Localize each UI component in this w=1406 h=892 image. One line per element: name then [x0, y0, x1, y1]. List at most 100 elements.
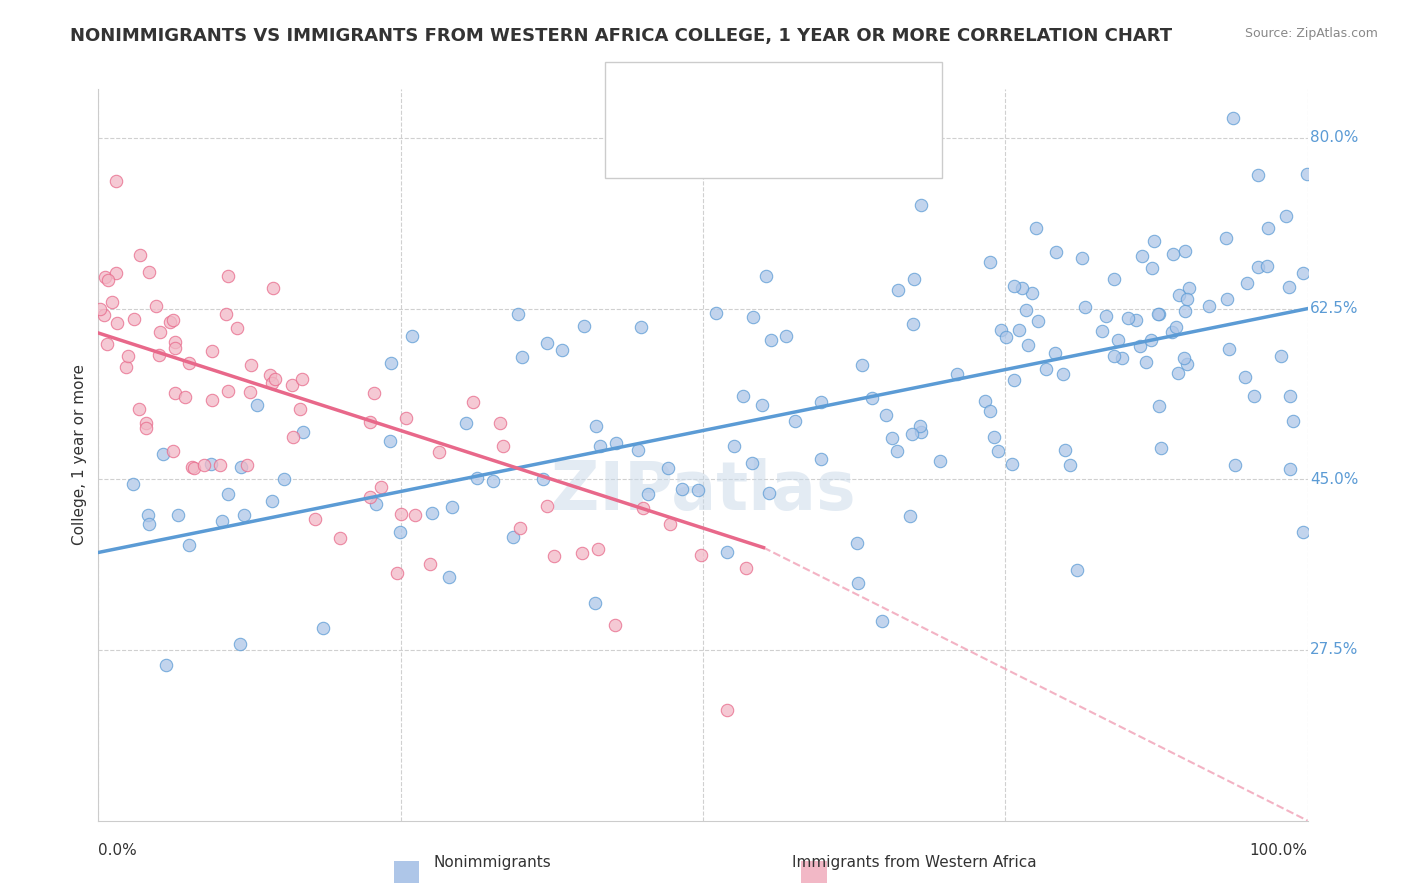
Point	[1167, 366, 1189, 380]
Point	[536, 499, 558, 513]
Point	[783, 414, 806, 428]
Point	[1125, 313, 1147, 327]
Point	[1149, 307, 1171, 321]
Point	[1147, 399, 1170, 413]
Point	[572, 319, 595, 334]
Point	[117, 349, 139, 363]
Point	[100, 295, 122, 310]
Point	[174, 390, 197, 404]
Point	[686, 483, 709, 497]
Point	[401, 329, 423, 343]
Point	[589, 439, 612, 453]
Point	[1223, 458, 1246, 473]
Point	[741, 456, 763, 470]
Point	[1107, 334, 1129, 348]
Point	[262, 494, 284, 508]
Point	[312, 621, 335, 635]
Point	[671, 482, 693, 496]
Point	[1175, 357, 1198, 371]
Point	[1130, 249, 1153, 263]
Text: 0.539: 0.539	[706, 85, 758, 103]
Text: 27.5%: 27.5%	[1310, 642, 1358, 657]
Point	[928, 453, 950, 467]
Point	[1001, 457, 1024, 471]
Text: Source: ZipAtlas.com: Source: ZipAtlas.com	[1244, 27, 1378, 40]
Point	[759, 334, 782, 348]
Point	[531, 472, 554, 486]
Point	[481, 474, 503, 488]
Point	[193, 458, 215, 473]
Point	[136, 508, 159, 522]
Point	[359, 415, 381, 429]
Point	[304, 512, 326, 526]
Point	[1043, 346, 1066, 360]
Point	[135, 421, 157, 435]
Point	[1066, 563, 1088, 577]
Point	[1071, 251, 1094, 265]
Point	[974, 393, 997, 408]
Point	[419, 557, 441, 571]
Text: 62.5%: 62.5%	[1310, 301, 1358, 316]
Point	[404, 508, 426, 522]
Point	[96, 336, 118, 351]
Point	[165, 386, 187, 401]
Point	[454, 416, 477, 430]
Point	[259, 368, 281, 382]
Point	[886, 444, 908, 458]
Point	[148, 348, 170, 362]
Point	[263, 372, 285, 386]
Point	[211, 514, 233, 528]
Point	[232, 508, 254, 523]
FancyBboxPatch shape	[387, 855, 426, 890]
Point	[439, 570, 461, 584]
Point	[551, 343, 574, 358]
Point	[979, 255, 1001, 269]
Point	[281, 430, 304, 444]
Point	[427, 445, 450, 459]
Point	[851, 359, 873, 373]
Point	[1143, 234, 1166, 248]
Point	[291, 372, 314, 386]
Point	[1140, 260, 1163, 275]
Point	[1139, 333, 1161, 347]
Point	[1270, 349, 1292, 363]
Point	[585, 419, 607, 434]
Point	[1017, 338, 1039, 352]
Y-axis label: College, 1 year or more: College, 1 year or more	[72, 365, 87, 545]
Point	[1174, 304, 1197, 318]
Point	[359, 491, 381, 505]
Text: 0.0%: 0.0%	[98, 843, 138, 857]
Point	[690, 548, 713, 562]
Point	[159, 315, 181, 329]
Point	[200, 457, 222, 471]
Point	[880, 431, 903, 445]
Point	[508, 307, 530, 321]
Point	[1104, 272, 1126, 286]
Point	[155, 658, 177, 673]
Point	[716, 703, 738, 717]
Point	[488, 416, 510, 430]
FancyBboxPatch shape	[616, 92, 666, 131]
Point	[1243, 389, 1265, 403]
Point	[733, 389, 755, 403]
Point	[1135, 355, 1157, 369]
Point	[162, 443, 184, 458]
Point	[605, 436, 627, 450]
Point	[1011, 281, 1033, 295]
Point	[633, 501, 655, 516]
Point	[887, 283, 910, 297]
Point	[1052, 367, 1074, 381]
Point	[1026, 314, 1049, 328]
Point	[1278, 389, 1301, 403]
Point	[1173, 351, 1195, 365]
Point	[1104, 350, 1126, 364]
Point	[860, 391, 883, 405]
Point	[179, 538, 201, 552]
Point	[734, 560, 756, 574]
Point	[1161, 246, 1184, 260]
Point	[183, 460, 205, 475]
Point	[201, 343, 224, 358]
Point	[1278, 279, 1301, 293]
Point	[605, 617, 627, 632]
Text: R =: R =	[665, 87, 693, 101]
